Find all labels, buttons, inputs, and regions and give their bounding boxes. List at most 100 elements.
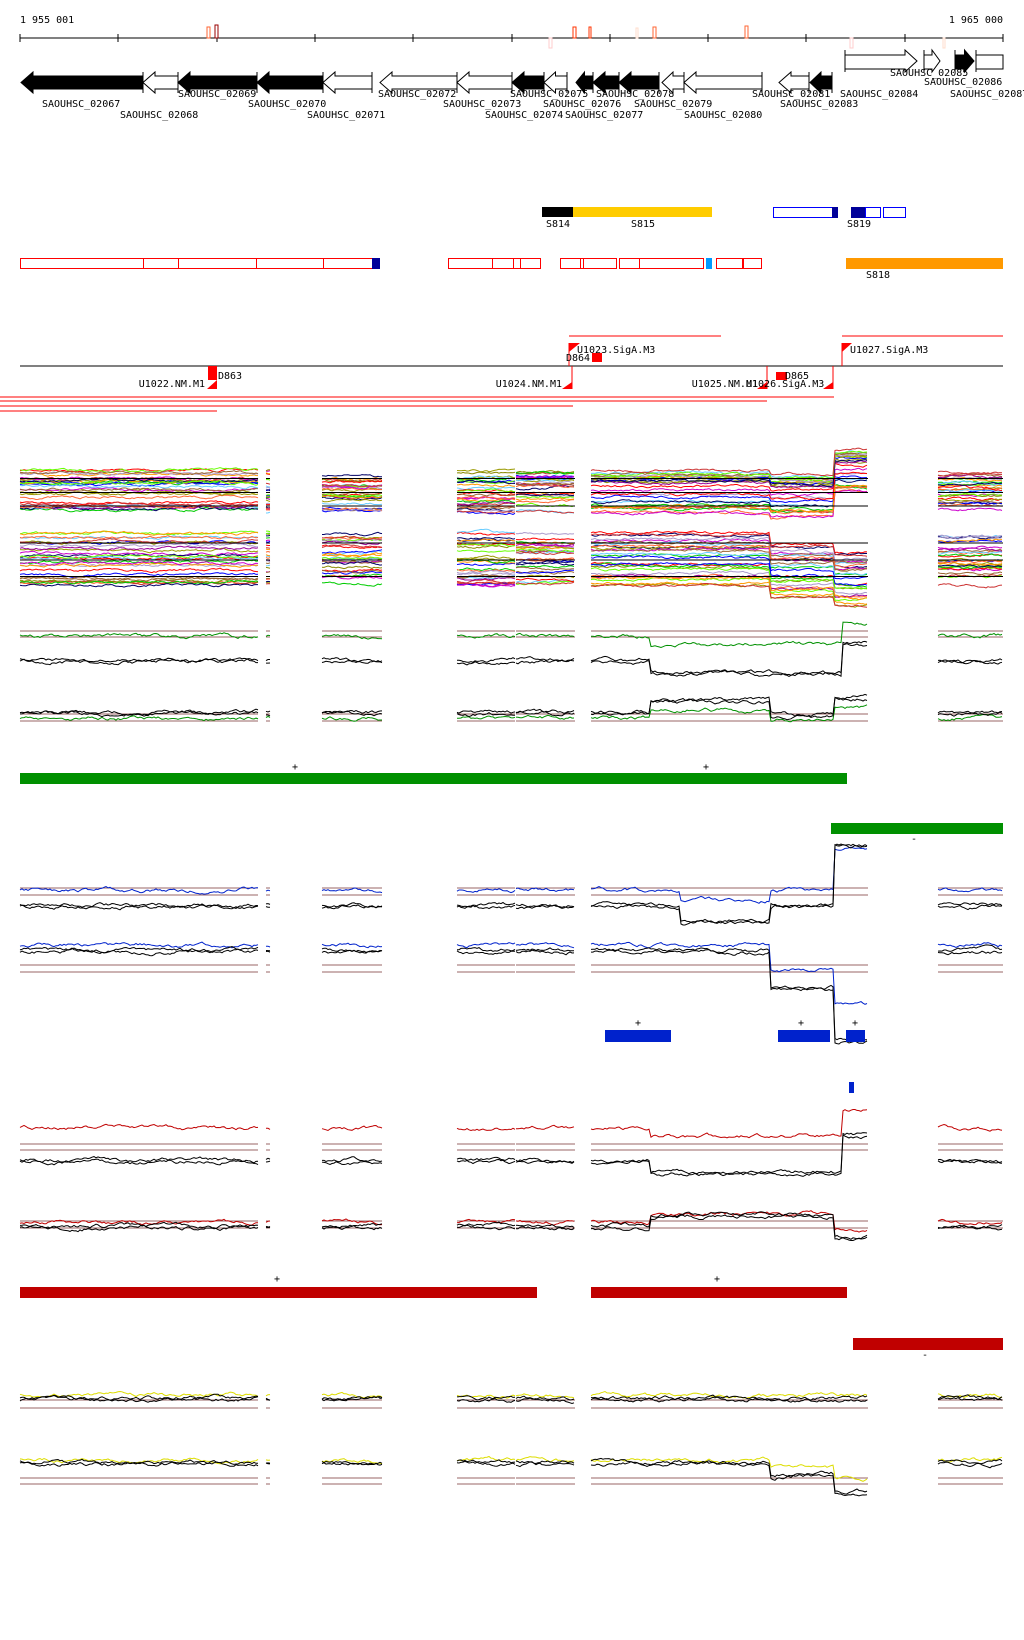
gene-label-SAOUHSC_02079[interactable]: SAOUHSC_02079 bbox=[634, 99, 712, 110]
expression-trace-black bbox=[515, 1461, 575, 1468]
transcript-bar-plus[interactable] bbox=[591, 1287, 847, 1298]
transcript-bar-plus[interactable] bbox=[20, 773, 847, 784]
utr-box[interactable] bbox=[492, 258, 514, 269]
gene-arrow-SAOUHSC_02075[interactable] bbox=[543, 70, 568, 95]
gene-arrow-SAOUHSC_02071[interactable] bbox=[322, 70, 373, 95]
gene-arrow-SAOUHSC_02078[interactable] bbox=[618, 70, 660, 95]
gene-arrow-SAOUHSC_02080[interactable] bbox=[683, 70, 763, 95]
promoter-label-U1023[interactable]: U1023.SigA.M3 bbox=[577, 345, 655, 356]
expression-trace-multicolor bbox=[456, 496, 516, 500]
promoter-U1025-marker[interactable] bbox=[757, 382, 767, 389]
transcript-bar-minus[interactable] bbox=[853, 1338, 1003, 1350]
segment-S814[interactable] bbox=[542, 207, 573, 217]
segment-S819[interactable] bbox=[851, 207, 865, 218]
transcript-bar-plus[interactable] bbox=[846, 1030, 865, 1042]
gene-label-SAOUHSC_02087[interactable]: SAOUHSC_02087 bbox=[950, 89, 1024, 100]
gene-label-SAOUHSC_02070[interactable]: SAOUHSC_02070 bbox=[248, 99, 326, 110]
utr-box[interactable] bbox=[583, 258, 617, 269]
transcript-bar-plus[interactable] bbox=[605, 1030, 671, 1042]
segment-box-end[interactable] bbox=[832, 207, 838, 218]
segment-box[interactable] bbox=[773, 207, 833, 218]
gene-label-SAOUHSC_02067[interactable]: SAOUHSC_02067 bbox=[42, 99, 120, 110]
promoter-U1023-marker[interactable] bbox=[569, 343, 580, 352]
gene-arrow-SAOUHSC_02083[interactable] bbox=[809, 70, 833, 95]
segment-S815[interactable] bbox=[573, 207, 712, 217]
gene-arrow-SAOUHSC_02073[interactable] bbox=[456, 70, 513, 95]
utr-box[interactable] bbox=[520, 258, 541, 269]
transcript-bar-small[interactable] bbox=[849, 1082, 854, 1093]
gene-label-SAOUHSC_02076[interactable]: SAOUHSC_02076 bbox=[543, 99, 621, 110]
utr-box[interactable] bbox=[178, 258, 257, 269]
gene-label-SAOUHSC_02084[interactable]: SAOUHSC_02084 bbox=[840, 89, 918, 100]
utr-box[interactable] bbox=[513, 258, 521, 269]
gene-label-SAOUHSC_02068[interactable]: SAOUHSC_02068 bbox=[120, 110, 198, 121]
segment-S818[interactable] bbox=[846, 258, 1003, 269]
terminator-label-D865[interactable]: D865 bbox=[785, 371, 809, 382]
expression-trace-multicolor bbox=[321, 484, 383, 488]
gene-arrow-SAOUHSC_02084[interactable] bbox=[844, 48, 918, 74]
gene-label-SAOUHSC_02074[interactable]: SAOUHSC_02074 bbox=[485, 110, 563, 121]
gene-label-SAOUHSC_02085[interactable]: SAOUHSC_02085 bbox=[890, 68, 968, 79]
gene-label-SAOUHSC_02069[interactable]: SAOUHSC_02069 bbox=[178, 89, 256, 100]
gene-label-SAOUHSC_02071[interactable]: SAOUHSC_02071 bbox=[307, 110, 385, 121]
utr-box[interactable] bbox=[639, 258, 704, 269]
expression-trace-black bbox=[19, 1224, 259, 1233]
transcript-bar-minus[interactable] bbox=[831, 823, 1003, 834]
expression-trace-black bbox=[265, 950, 271, 953]
promoter-U1027-marker[interactable] bbox=[842, 343, 852, 352]
utr-box[interactable] bbox=[448, 258, 493, 269]
gene-arrow-SAOUHSC_02087[interactable] bbox=[975, 54, 1004, 70]
gene-label-SAOUHSC_02080[interactable]: SAOUHSC_02080 bbox=[684, 110, 762, 121]
utr-box[interactable] bbox=[323, 258, 373, 269]
gene-arrow-SAOUHSC_02085[interactable] bbox=[923, 48, 941, 74]
gene-label-SAOUHSC_02083[interactable]: SAOUHSC_02083 bbox=[780, 99, 858, 110]
promoter-label-U1027[interactable]: U1027.SigA.M3 bbox=[850, 345, 928, 356]
terminator-label-D863[interactable]: D863 bbox=[218, 371, 242, 382]
expression-trace-multicolor bbox=[19, 483, 259, 490]
gene-label-SAOUHSC_02072[interactable]: SAOUHSC_02072 bbox=[378, 89, 456, 100]
gene-arrow-SAOUHSC_02081[interactable] bbox=[778, 70, 810, 95]
gene-label-SAOUHSC_02077[interactable]: SAOUHSC_02077 bbox=[565, 110, 643, 121]
expression-trace-black bbox=[456, 1459, 516, 1464]
promoter-label-U1026[interactable]: U1026.SigA.M3 bbox=[746, 379, 824, 390]
gene-label-SAOUHSC_02075[interactable]: SAOUHSC_02075 bbox=[510, 89, 588, 100]
terminator-D865[interactable] bbox=[776, 372, 787, 380]
terminator-D864[interactable] bbox=[592, 353, 602, 362]
segment-cyan[interactable] bbox=[706, 258, 712, 269]
expression-trace-multicolor bbox=[265, 571, 271, 573]
promoter-U1022-marker[interactable] bbox=[207, 380, 217, 389]
segment-navy-end[interactable] bbox=[372, 258, 380, 269]
promoter-U1024-marker[interactable] bbox=[562, 382, 572, 389]
promoter-U1026-marker[interactable] bbox=[823, 382, 833, 389]
gene-arrow-SAOUHSC_02070[interactable] bbox=[256, 70, 324, 95]
utr-box[interactable] bbox=[716, 258, 743, 269]
terminator-label-D864[interactable]: D864 bbox=[566, 353, 590, 364]
expression-trace-#009000 bbox=[265, 715, 271, 718]
expression-trace-black bbox=[515, 1395, 575, 1401]
segment-box[interactable] bbox=[865, 207, 881, 218]
expression-trace-#0022cc bbox=[515, 942, 575, 949]
utr-box[interactable] bbox=[560, 258, 581, 269]
utr-box[interactable] bbox=[743, 258, 762, 269]
expression-trace-black bbox=[19, 1461, 259, 1467]
promoter-label-U1024[interactable]: U1024.NM.M1 bbox=[496, 379, 562, 390]
transcript-bar-plus[interactable] bbox=[20, 1287, 537, 1298]
terminator-D863[interactable] bbox=[208, 366, 217, 380]
gene-arrow-SAOUHSC_02068[interactable] bbox=[142, 70, 179, 95]
utr-box[interactable] bbox=[20, 258, 144, 269]
gene-arrow-SAOUHSC_02067[interactable] bbox=[20, 70, 144, 95]
segment-box[interactable] bbox=[883, 207, 906, 218]
utr-box[interactable] bbox=[619, 258, 640, 269]
gene-label-SAOUHSC_02081[interactable]: SAOUHSC_02081 bbox=[752, 89, 830, 100]
utr-box[interactable] bbox=[256, 258, 324, 269]
transcript-bar-plus[interactable] bbox=[778, 1030, 830, 1042]
promoter-label-U1022[interactable]: U1022.NM.M1 bbox=[139, 379, 205, 390]
gene-label-SAOUHSC_02086[interactable]: SAOUHSC_02086 bbox=[924, 77, 1002, 88]
expression-trace-multicolor bbox=[937, 550, 1003, 555]
utr-box[interactable] bbox=[143, 258, 179, 269]
gene-label-SAOUHSC_02073[interactable]: SAOUHSC_02073 bbox=[443, 99, 521, 110]
gene-arrow-SAOUHSC_02086[interactable] bbox=[954, 48, 975, 74]
promoter-label-U1025[interactable]: U1025.NM.M1 bbox=[692, 379, 758, 390]
gene-label-SAOUHSC_02078[interactable]: SAOUHSC_02078 bbox=[596, 89, 674, 100]
expression-trace-multicolor bbox=[515, 499, 574, 504]
